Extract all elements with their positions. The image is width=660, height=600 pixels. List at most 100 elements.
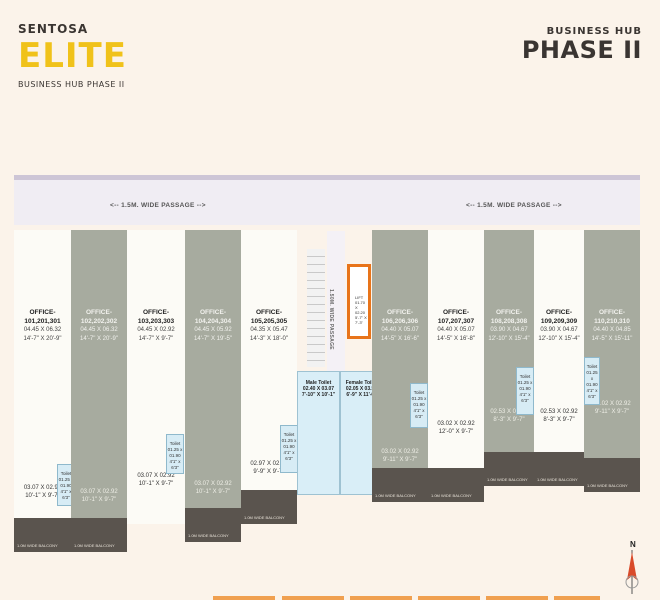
toilet-size: 01.25 x 01.90 xyxy=(281,438,297,449)
staircase xyxy=(307,249,325,367)
female-toilet-label: Female Toilet xyxy=(345,380,378,386)
toilet-label: Toilet xyxy=(586,364,598,369)
cabin-size: 03.07 X 02.92 xyxy=(137,473,175,479)
footer-stripe xyxy=(486,596,548,600)
office-unit[interactable]: OFFICE-102,202,302 04.45 X 06.32 14'-7" X … xyxy=(71,230,127,552)
unit-size-ft: 12'-10" X 15'-4" xyxy=(488,336,530,342)
balcony-label: 1.0M WIDE BALCONY xyxy=(537,477,578,482)
unit-name: OFFICE-108,208,308 xyxy=(490,309,528,325)
unit-size: 04.40 X 05.07 xyxy=(381,327,419,333)
toilet-label: Toilet xyxy=(283,432,295,437)
female-toilet-size-ft: 6'-9" X 11'-6" xyxy=(346,392,377,398)
unit-size-ft: 12'-10" X 15'-4" xyxy=(538,336,580,342)
balcony: 1.0M WIDE BALCONY xyxy=(428,468,484,502)
unit-name: OFFICE-109,209,309 xyxy=(540,309,578,325)
cabin-size-ft: 10'-1" X 9'-7" xyxy=(195,489,231,495)
male-toilet-size: 02.40 X 03.07 xyxy=(302,386,335,392)
unit-size: 04.45 X 06.32 xyxy=(80,327,118,333)
balcony: 1.0M WIDE BALCONY xyxy=(372,468,428,502)
office-unit[interactable]: OFFICE-103,203,303 04.45 X 02.92 14'-7" X … xyxy=(127,230,185,524)
balcony: 1.0M WIDE BALCONY xyxy=(71,518,127,552)
unit-size: 04.40 X 04.85 xyxy=(593,327,631,333)
toilet-label: Toilet xyxy=(169,441,181,446)
service-core: 1.50M. WIDE PASSAGE LIFT 01.70 X 02.20 5… xyxy=(297,231,383,498)
passage-label-right: <-- 1.5M. WIDE PASSAGE --> xyxy=(466,202,562,209)
male-toilet-label: Male Toilet xyxy=(305,380,332,386)
unit-size: 04.45 X 02.92 xyxy=(137,327,175,333)
footer-stripe xyxy=(282,596,344,600)
toilet-size-ft: 4'1" x 6'3" xyxy=(283,450,295,461)
lift-shaft: LIFT 01.70 X 02.20 5'-7" X 7'-3" xyxy=(347,264,371,339)
cabin-size-ft: 10'-1" X 9'-7" xyxy=(138,481,174,487)
female-toilet-size: 02.05 X 03.50 xyxy=(345,386,378,392)
unit-name: OFFICE-106,206,306 xyxy=(381,309,419,325)
cabin-size: 02.53 X 02.92 xyxy=(490,409,528,415)
unit-size: 04.45 X 05.92 xyxy=(194,327,232,333)
footer-stripe xyxy=(213,596,275,600)
unit-size: 04.45 X 06.32 xyxy=(23,327,62,333)
top-passage: <-- 1.5M. WIDE PASSAGE --> <-- 1.5M. WID… xyxy=(14,175,640,225)
office-unit[interactable]: OFFICE-107,207,307 04.40 X 05.07 14'-5" X … xyxy=(428,230,484,502)
balcony-label: 1.0M WIDE BALCONY xyxy=(375,493,416,498)
office-unit[interactable]: OFFICE-105,205,305 04.35 X 05.47 14'-3" X … xyxy=(241,230,297,524)
toilet-label: Toilet xyxy=(60,471,72,476)
cabin-size-ft: 9'-9" X 9'-7" xyxy=(253,469,285,475)
toilet-size-ft: 4'1" x 6'3" xyxy=(519,392,531,403)
cabin-size-ft: 10'-1" X 9'-7" xyxy=(81,497,117,503)
unit-name: OFFICE-107,207,307 xyxy=(437,309,475,325)
balcony-label: 1.0M WIDE BALCONY xyxy=(587,483,628,488)
cabin-size: 03.07 X 02.92 xyxy=(80,489,118,495)
footer-stripe xyxy=(418,596,480,600)
brand-subtitle: BUSINESS HUB PHASE II xyxy=(18,80,125,89)
passage-label-left: <-- 1.5M. WIDE PASSAGE --> xyxy=(110,202,206,209)
footer-stripe xyxy=(350,596,412,600)
male-toilet-size-ft: 7'-10" X 10'-1" xyxy=(301,392,336,398)
toilet-size-ft: 4'1" x 6'3" xyxy=(586,388,598,399)
north-label: N xyxy=(630,540,636,549)
cabin-size: 03.02 X 02.92 xyxy=(381,449,419,455)
unit-name: OFFICE-110,210,310 xyxy=(594,309,630,325)
floor-plan: <-- 1.5M. WIDE PASSAGE --> <-- 1.5M. WID… xyxy=(14,175,640,565)
office-unit[interactable]: OFFICE-106,206,306 04.40 X 05.07 14'-5" X … xyxy=(372,230,428,502)
phase-tag-line1: BUSINESS HUB xyxy=(546,26,642,37)
toilet-label: Toilet xyxy=(413,390,425,395)
balcony-label: 1.0M WIDE BALCONY xyxy=(431,493,472,498)
unit-size-ft: 14'-7" X 20'-9" xyxy=(80,336,118,342)
unit-size: 03.90 X 04.67 xyxy=(540,327,578,333)
brand-top: SENTOSA xyxy=(18,22,89,36)
core-corridor-label: 1.50M. WIDE PASSAGE xyxy=(328,289,334,350)
unit-name: OFFICE-102,202,302 xyxy=(80,309,118,325)
balcony: 1.0M WIDE BALCONY xyxy=(534,452,584,486)
unit-size: 04.40 X 05.07 xyxy=(437,327,475,333)
toilet-size: 01.25 x 01.90 xyxy=(586,370,598,387)
balcony-label: 1.0M WIDE BALCONY xyxy=(188,533,229,538)
cabin-size: 03.02 X 02.92 xyxy=(593,401,631,407)
unit-name: OFFICE-104,204,304 xyxy=(194,309,232,325)
unit-size-ft: 14'-7" X 20'-9" xyxy=(23,336,62,342)
balcony-label: 1.0M WIDE BALCONY xyxy=(74,543,115,548)
office-unit[interactable]: OFFICE-104,204,304 04.45 X 05.92 14'-7" X … xyxy=(185,230,241,542)
phase-tag-line2: PHASE II xyxy=(521,36,642,64)
balcony-label: 1.0M WIDE BALCONY xyxy=(244,515,285,520)
cabin-size-ft: 10'-1" X 9'-7" xyxy=(25,493,60,499)
brand-logo: SENTOSA ELITE BUSINESS HUB PHASE II xyxy=(18,22,127,89)
unit-name: OFFICE-101,201,301 xyxy=(24,309,61,325)
office-unit[interactable]: OFFICE-109,209,309 03.90 X 04.67 12'-10" X… xyxy=(534,230,584,486)
office-unit[interactable]: OFFICE-108,208,308 03.90 X 04.67 12'-10" X… xyxy=(484,230,534,486)
balcony-label: 1.0M WIDE BALCONY xyxy=(487,477,528,482)
cabin-size-ft: 9'-11" X 9'-7" xyxy=(382,457,418,463)
toilet-size: 01.25 x 01.90 xyxy=(411,396,427,407)
toilet-size-ft: 4'1" x 6'3" xyxy=(413,408,425,419)
unit-size-ft: 14'-3" X 18'-0" xyxy=(250,336,288,342)
cabin-size: 02.53 X 02.92 xyxy=(540,409,578,415)
lift-label: LIFT 01.70 X 02.20 5'-7" X 7'-3" xyxy=(355,295,367,325)
balcony-label: 1.0M WIDE BALCONY xyxy=(17,543,58,548)
toilet-size-ft: 4'1" x 6'3" xyxy=(60,489,72,500)
north-arrow-icon: N xyxy=(625,540,639,594)
toilet-size: 01.25 x 01.90 xyxy=(167,447,183,458)
